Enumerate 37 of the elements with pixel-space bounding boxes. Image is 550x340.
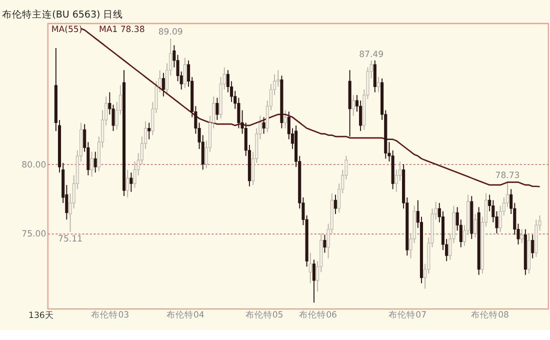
x-tick-label: 布伦特06 <box>299 310 337 321</box>
annotation: 75.11 <box>58 234 82 244</box>
candlestick <box>334 194 337 215</box>
series-label: MA1 78.38 <box>98 24 145 35</box>
x-tick-label: 布伦特04 <box>166 310 204 321</box>
annotation: 78.73 <box>495 170 520 181</box>
x-tick-label: 布伦特05 <box>245 310 284 321</box>
chart-title: 布伦特主连(BU 6563) 日线 <box>2 8 124 21</box>
candlestick <box>373 60 376 93</box>
x-tick-label: 布伦特03 <box>91 310 130 321</box>
candlestick <box>284 110 287 129</box>
candlestick <box>94 151 97 173</box>
candlestick <box>474 214 477 238</box>
candlestick <box>308 252 312 284</box>
text: 136天 <box>28 310 54 322</box>
candlestick <box>352 94 355 116</box>
candlestick <box>162 72 165 97</box>
annotation: MA(55) <box>51 24 82 35</box>
candlestick <box>376 76 380 93</box>
x-tick-label: 布伦特08 <box>471 310 509 321</box>
candlestick <box>130 172 133 192</box>
candlestick <box>531 234 534 259</box>
candlestick <box>216 97 219 120</box>
annotation: 89.09 <box>158 28 183 38</box>
candlestick <box>323 234 326 254</box>
candlestick <box>262 116 266 134</box>
candlestick <box>183 57 186 89</box>
candlestick <box>126 169 130 198</box>
line-series <box>80 28 540 188</box>
candlestick <box>90 151 94 178</box>
candlestick <box>520 228 524 244</box>
y-tick-label: 80.00 <box>22 160 46 171</box>
y-tick-label: 75.00 <box>22 230 46 240</box>
candlestick <box>312 259 316 304</box>
candlestick <box>148 122 151 140</box>
x-tick-label: 布伦特07 <box>388 310 427 321</box>
annotation: 87.49 <box>359 50 384 60</box>
